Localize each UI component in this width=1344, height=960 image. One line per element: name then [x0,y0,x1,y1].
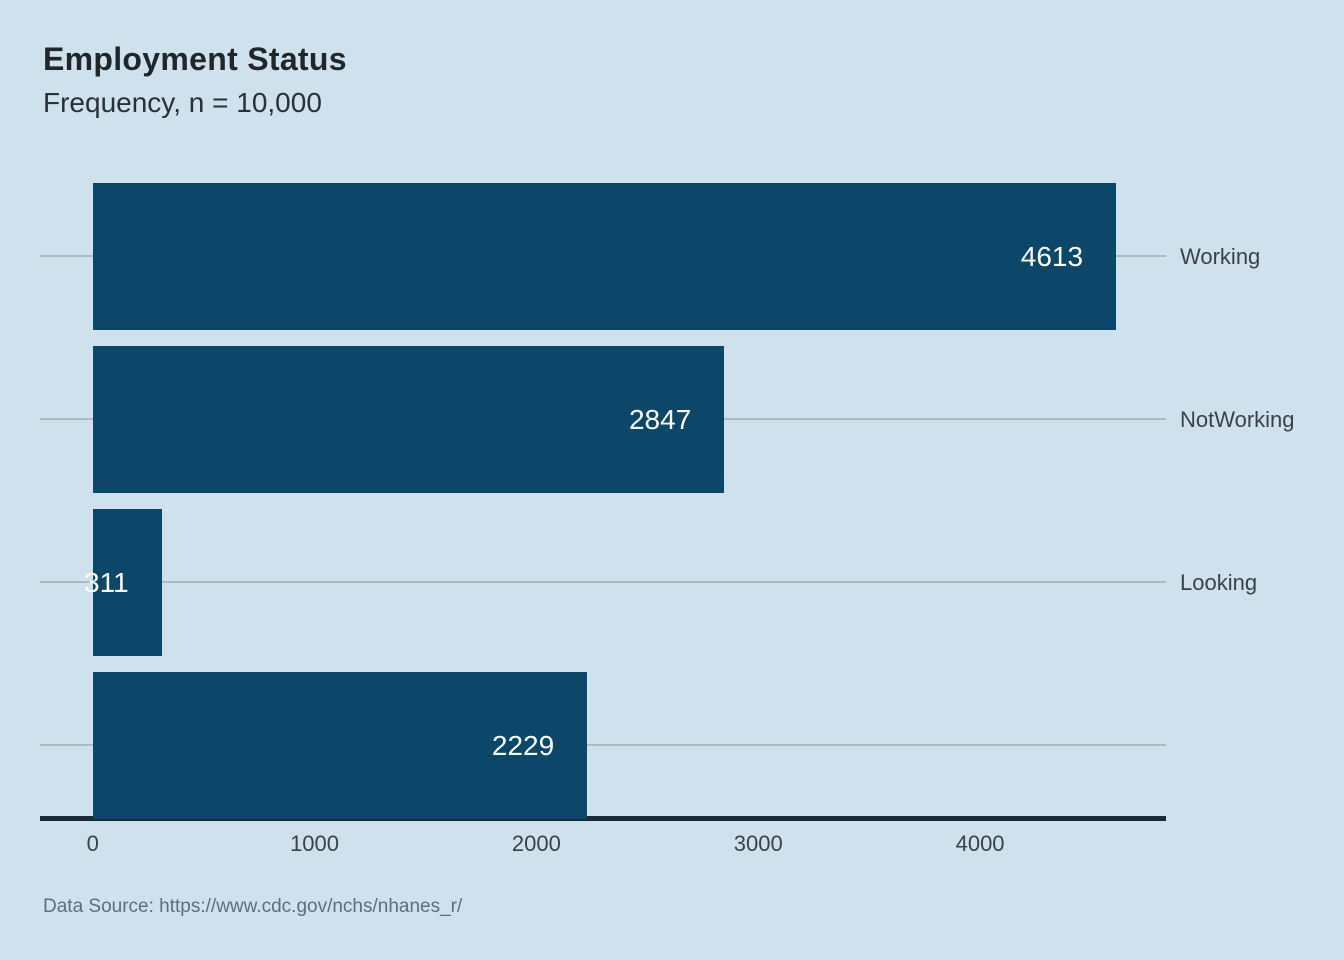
chart-row: 2229 [40,672,1166,819]
bar-Working: 4613 [92,183,1117,330]
x-tick-label: 0 [86,831,99,856]
gridline [40,744,1166,746]
category-label-Working: Working [1180,243,1261,269]
x-axis-line [40,816,1166,821]
category-label-NotWorking: NotWorking [1180,406,1295,432]
x-tick-label: 4000 [955,831,1005,856]
bar-NotWorking: 2847 [92,346,725,493]
bar-unlabeled: 2229 [92,672,588,819]
x-tick-label: 2000 [511,831,561,856]
bar-value-label: 4613 [1020,240,1084,272]
chart-row: 2847 [40,346,1166,493]
x-tick-label: 3000 [733,831,783,856]
bar-Looking: 311 [84,509,162,656]
chart-row: 311 [40,509,1166,656]
chart-row: 4613 [40,183,1166,330]
chart-title: Employment Status [43,41,347,77]
category-label-Looking: Looking [1180,569,1258,595]
plot-area: 4613 2847 311 2229 0 1000 2000 3000 4000 [40,183,1166,856]
gridline [40,581,1166,583]
x-tick-label: 1000 [290,831,340,856]
chart-subtitle: Frequency, n = 10,000 [43,87,322,118]
bar-value-label: 311 [84,566,129,598]
caption: Data Source: https://www.cdc.gov/nchs/nh… [43,896,463,917]
bar-value-label: 2229 [491,729,555,761]
bar-value-label: 2847 [628,403,692,435]
